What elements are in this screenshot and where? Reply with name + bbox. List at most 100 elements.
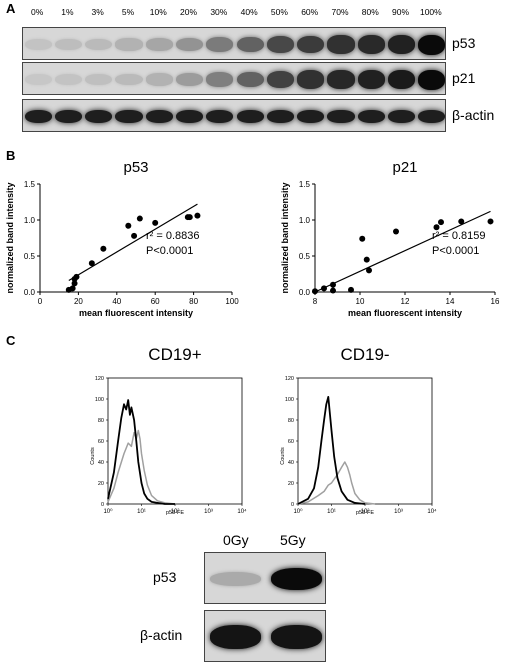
y-tick-label: 80 [98, 418, 104, 424]
data-point [366, 267, 372, 274]
chart-title: p21 [392, 159, 417, 176]
blot-band [327, 109, 355, 124]
blot-band [54, 109, 83, 124]
y-tick-label: 60 [98, 439, 104, 445]
histogram-title: CD19+ [148, 345, 201, 364]
y-tick-label: 1.5 [24, 180, 36, 189]
y-tick-label: 20 [98, 481, 104, 487]
blot-band [418, 69, 445, 90]
y-tick-label: 0.0 [24, 288, 36, 297]
blot-band [209, 572, 262, 586]
blot-band [266, 109, 295, 124]
lane-label: 10% [149, 7, 167, 17]
lane-label: 100% [419, 7, 442, 17]
blot-band [145, 38, 173, 51]
y-axis-label: Counts [90, 447, 96, 465]
blot-band [357, 70, 385, 89]
regression-line [314, 210, 491, 293]
dose-label-0gy: 0Gy [223, 532, 249, 548]
blot-band [206, 37, 234, 52]
x-tick-label: 10² [171, 509, 180, 515]
data-point [312, 288, 318, 295]
blot-band [209, 625, 262, 649]
data-point [359, 235, 366, 242]
x-tick-label: 40 [112, 297, 121, 306]
chart-title: p53 [123, 159, 148, 176]
histogram-series [297, 396, 366, 505]
r-squared-annotation: r² = 0.8836 [146, 230, 200, 242]
y-tick-label: 40 [288, 460, 294, 466]
blot-band [85, 109, 113, 124]
dose-label-5gy: 5Gy [280, 532, 306, 548]
data-point [125, 222, 132, 229]
y-tick-label: 0.5 [24, 252, 36, 261]
x-tick-label: 0 [38, 297, 43, 306]
blot-band [54, 38, 83, 51]
y-tick-label: 0.0 [299, 288, 311, 297]
y-tick-label: 0 [291, 502, 294, 508]
blot-label: p53 [452, 34, 476, 51]
p-value-annotation: P<0.0001 [146, 245, 193, 257]
blot-band [270, 568, 323, 590]
data-point [321, 285, 327, 292]
x-axis-label: mean fluorescent intensity [79, 308, 193, 318]
x-tick-label: 10⁰ [103, 508, 113, 515]
regression-line [68, 203, 198, 281]
blot-band [357, 109, 385, 124]
blot-band [266, 35, 295, 54]
histogram-series [297, 461, 376, 505]
x-tick-label: 16 [491, 297, 500, 306]
blot-band [54, 73, 83, 86]
blot-band [266, 70, 295, 89]
x-tick-label: 10³ [394, 509, 403, 515]
x-tick-label: 10⁴ [427, 508, 437, 515]
y-axis-label: normalized band intensity [280, 182, 290, 293]
lane-label: 5% [121, 7, 135, 17]
y-tick-label: 100 [95, 397, 104, 403]
blot-band [236, 109, 264, 124]
x-tick-label: 10⁰ [293, 508, 303, 515]
x-tick-label: 10¹ [137, 509, 146, 515]
blot-band [327, 35, 355, 54]
data-point [433, 224, 440, 231]
x-axis-label: p53-FE [356, 510, 374, 516]
flow-histogram-cd19-minus: CD19- 0 20 40 60 80 100 120 10⁰ 10¹ 10² 10³ 10⁴ Count… [280, 345, 437, 516]
blot-band [175, 109, 204, 124]
panel-a-letter: A [6, 1, 16, 16]
blot-band [24, 73, 52, 86]
blot-band [145, 109, 173, 124]
lane-label: 3% [91, 7, 104, 17]
histogram-series [107, 399, 175, 505]
lane-label: 30% [210, 7, 228, 17]
x-tick-label: 60 [151, 297, 160, 306]
flow-histogram-cd19-plus: CD19+ 0 20 40 60 80 100 120 10⁰ 10¹ 10² 10³ 10⁴ Count… [90, 345, 247, 516]
blot-band [387, 69, 416, 90]
blot-band [236, 36, 264, 53]
histogram-series [107, 429, 176, 505]
blot-band [85, 73, 113, 86]
data-point [131, 232, 138, 239]
blot-band [418, 109, 445, 124]
blot-band [418, 34, 445, 55]
blot-label: p53 [153, 569, 177, 585]
lane-label: 80% [361, 7, 379, 17]
blot-band [387, 109, 416, 124]
x-tick-label: 10² [361, 509, 370, 515]
blot-band [206, 72, 234, 87]
y-tick-label: 0.5 [299, 252, 311, 261]
y-tick-label: 20 [288, 481, 294, 487]
blot-label: β-actin [140, 627, 183, 643]
p-value-annotation: P<0.0001 [432, 245, 479, 257]
blot-band [115, 38, 143, 51]
scatter-plot-p21: p21 8 10 12 14 16 0.0 0.5 1.0 1.5 mean fluorescent… [280, 159, 500, 318]
x-tick-label: 10 [356, 297, 365, 306]
data-point [100, 245, 107, 252]
data-point [73, 273, 80, 280]
scatter-plot-p53: p53 0 20 40 60 80 100 0.0 0.5 1.0 1.5 mean fluoresc… [5, 159, 239, 318]
data-point [348, 286, 354, 293]
y-tick-label: 120 [95, 376, 104, 382]
data-point [330, 287, 336, 294]
y-tick-label: 1.0 [299, 216, 311, 225]
x-tick-label: 100 [225, 297, 239, 306]
blot-band [115, 109, 143, 124]
